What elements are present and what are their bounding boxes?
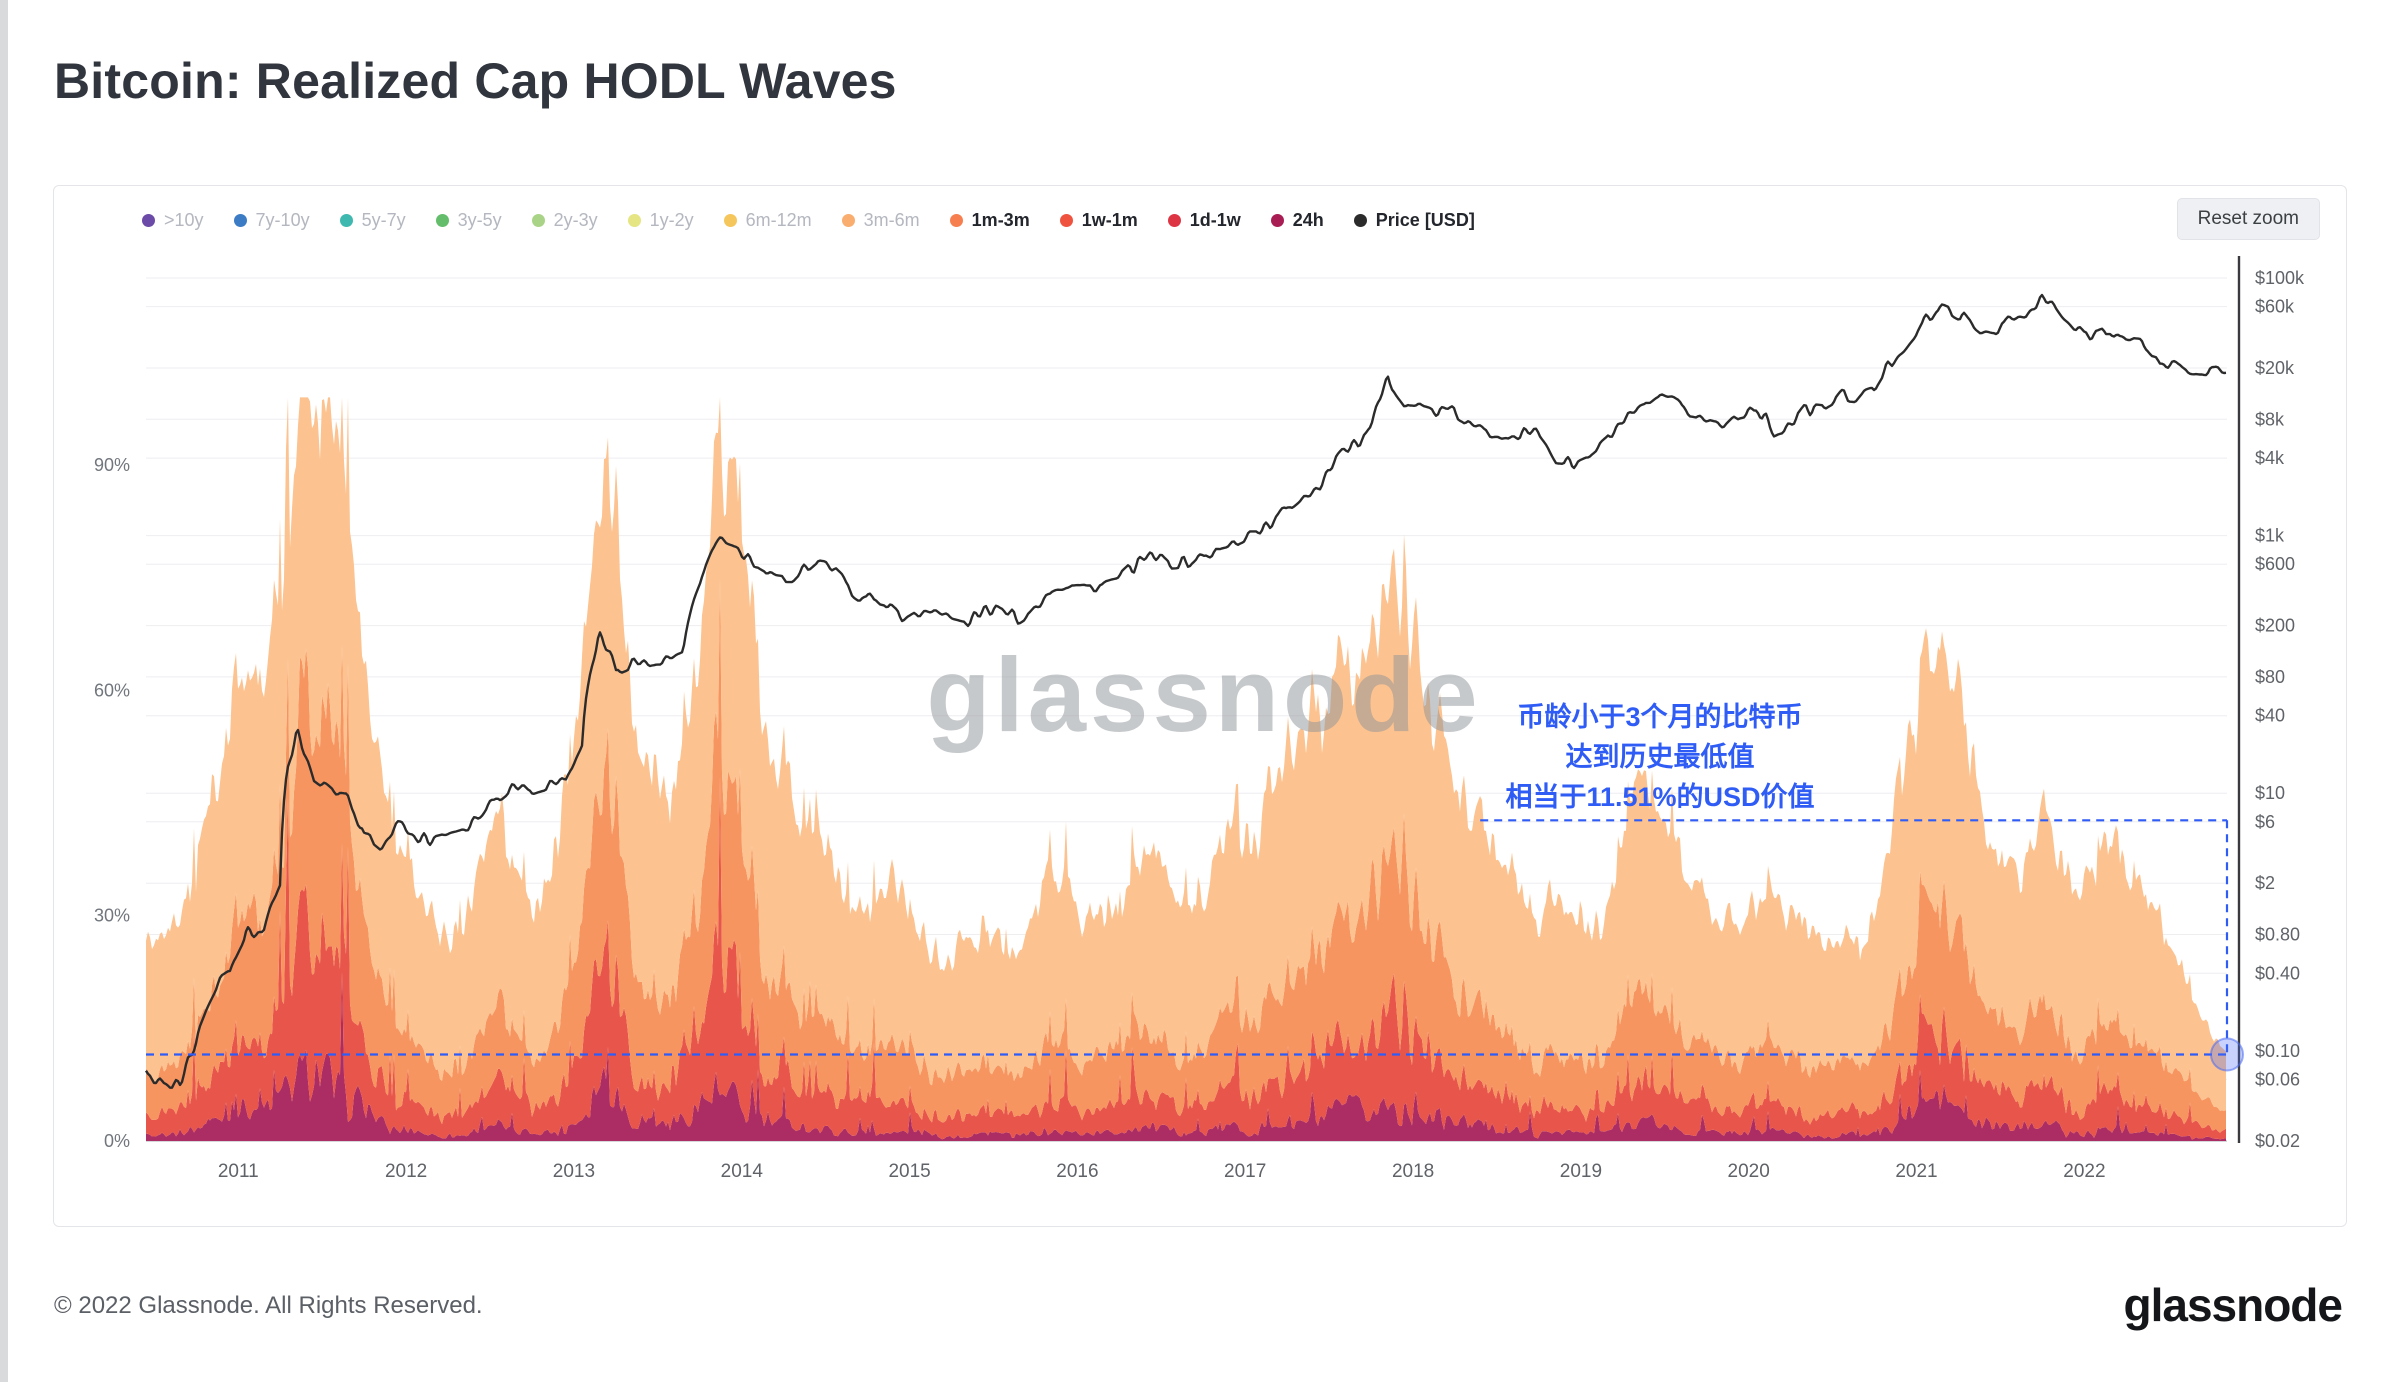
legend-label: 1d-1w: [1189, 209, 1241, 230]
legend-dot-icon: [841, 213, 855, 227]
price-tick-label: $20k: [2255, 358, 2295, 378]
price-tick-label: $6: [2255, 812, 2275, 832]
band-1m-3m: [146, 397, 2226, 1111]
glassnode-logo: glassnode: [2123, 1279, 2343, 1331]
legend-dot-icon: [531, 213, 545, 227]
percent-tick-label: 90%: [94, 455, 130, 475]
chart-legend: >10y 7y-10y 5y-7y 3y-5y 2y-3y 1y-2y 6m-12m 3m-6…: [142, 200, 1475, 240]
legend-item-24h[interactable]: 24h: [1270, 209, 1324, 231]
annotation-text-line: 相当于11.51%的USD价值: [1505, 781, 1814, 812]
legend-label: 1w-1m: [1081, 209, 1138, 230]
price-line: [144, 293, 2227, 1089]
legend-item--10y[interactable]: >10y: [142, 210, 204, 231]
price-tick-label: $600: [2255, 554, 2295, 574]
reset-zoom-button[interactable]: Reset zoom: [2176, 198, 2320, 240]
price-tick-label: $1k: [2255, 526, 2285, 546]
legend-label: >10y: [164, 209, 204, 230]
legend-dot-icon: [627, 213, 641, 227]
percent-tick-label: 30%: [94, 906, 130, 926]
legend-label: 1m-3m: [971, 209, 1030, 230]
price-tick-label: $2: [2255, 873, 2275, 893]
axes: 0% 30% 60% 90% $100k $60k $20k $8k $4k $1k $600 $20…: [94, 256, 2305, 1182]
year-tick-label: 2014: [721, 1161, 764, 1182]
price-tick-label: $0.06: [2255, 1069, 2300, 1089]
legend-dot-icon: [233, 213, 247, 227]
legend-label: 5y-7y: [361, 209, 406, 230]
legend-dot-icon: [1270, 213, 1284, 227]
legend-item-1d-1w[interactable]: 1d-1w: [1167, 209, 1241, 231]
year-tick-label: 2017: [1224, 1161, 1266, 1182]
price-usd-line: [144, 293, 2227, 1089]
price-tick-label: $10: [2255, 783, 2285, 803]
legend-label: 7y-10y: [255, 209, 310, 230]
page-left-edge: [0, 0, 8, 1382]
legend-label: 1y-2y: [649, 209, 694, 230]
legend-label: Price [USD]: [1375, 209, 1475, 230]
year-tick-label: 2018: [1392, 1161, 1434, 1182]
legend-dot-icon: [339, 213, 353, 227]
legend-dot-icon: [1353, 213, 1367, 227]
legend-item-price-usd-[interactable]: Price [USD]: [1353, 209, 1475, 231]
year-tick-label: 2012: [385, 1161, 427, 1182]
price-tick-label: $60k: [2255, 297, 2295, 317]
endpoint-marker: [2210, 1037, 2244, 1072]
legend-label: 24h: [1292, 209, 1324, 230]
percent-tick-label: 60%: [94, 680, 130, 700]
price-tick-label: $0.80: [2255, 925, 2300, 945]
band-24h: [146, 971, 2226, 1141]
year-tick-label: 2011: [218, 1161, 259, 1182]
annotation-text-line: 币龄小于3个月的比特币: [1517, 701, 1802, 732]
band-1d-1w: [146, 776, 2226, 1140]
year-tick-label: 2019: [1560, 1161, 1602, 1182]
page-title: Bitcoin: Realized Cap HODL Waves: [54, 53, 897, 109]
legend-item-5y-7y[interactable]: 5y-7y: [339, 209, 406, 231]
legend-label: 6m-12m: [745, 209, 812, 230]
legend-item-6m-12m[interactable]: 6m-12m: [723, 209, 812, 231]
price-tick-label: $4k: [2255, 448, 2285, 468]
legend-item-3m-6m[interactable]: 3m-6m: [841, 209, 920, 231]
band-1w-1m: [146, 578, 2226, 1133]
year-tick-label: 2015: [888, 1161, 930, 1182]
price-tick-label: $0.02: [2255, 1131, 2300, 1151]
price-tick-label: $0.10: [2255, 1041, 2300, 1061]
legend-dot-icon: [142, 213, 155, 227]
year-tick-label: 2020: [1728, 1161, 1770, 1182]
price-tick-label: $200: [2255, 616, 2295, 636]
legend-item-1m-3m[interactable]: 1m-3m: [949, 209, 1030, 231]
price-tick-label: $80: [2255, 667, 2285, 687]
copyright-text: © 2022 Glassnode. All Rights Reserved.: [54, 1292, 483, 1319]
annotation-text-line: 达到历史最低值: [1566, 742, 1755, 772]
chart-card: >10y 7y-10y 5y-7y 3y-5y 2y-3y 1y-2y 6m-12m 3m-6…: [53, 185, 2347, 1227]
stacked-area-bands: [146, 397, 2226, 1141]
price-tick-label: $40: [2255, 706, 2285, 726]
legend-dot-icon: [723, 213, 737, 227]
legend-label: 3y-5y: [457, 209, 502, 230]
legend-item-7y-10y[interactable]: 7y-10y: [233, 209, 310, 231]
year-tick-label: 2021: [1895, 1161, 1937, 1182]
legend-item-3y-5y[interactable]: 3y-5y: [435, 209, 502, 231]
legend-dot-icon: [1167, 213, 1181, 227]
percent-tick-label: 0%: [104, 1131, 130, 1151]
price-tick-label: $100k: [2255, 268, 2305, 288]
legend-dot-icon: [1059, 213, 1073, 227]
legend-label: 3m-6m: [863, 209, 920, 230]
glassnode-watermark: glassnode: [926, 637, 1481, 754]
price-tick-label: $0.40: [2255, 963, 2300, 983]
hodl-waves-chart[interactable]: glassnode 0% 30% 60% 90% $100k $60k $20k $8k $4k…: [54, 186, 2346, 1224]
legend-item-2y-3y[interactable]: 2y-3y: [531, 209, 598, 231]
year-tick-label: 2016: [1056, 1161, 1098, 1182]
legend-dot-icon: [435, 213, 449, 227]
year-tick-label: 2022: [2063, 1161, 2105, 1182]
legend-item-1y-2y[interactable]: 1y-2y: [627, 209, 694, 231]
price-tick-label: $8k: [2255, 409, 2285, 429]
legend-item-1w-1m[interactable]: 1w-1m: [1059, 209, 1138, 231]
legend-label: 2y-3y: [553, 209, 598, 230]
year-tick-label: 2013: [553, 1161, 595, 1182]
legend-dot-icon: [949, 213, 963, 227]
